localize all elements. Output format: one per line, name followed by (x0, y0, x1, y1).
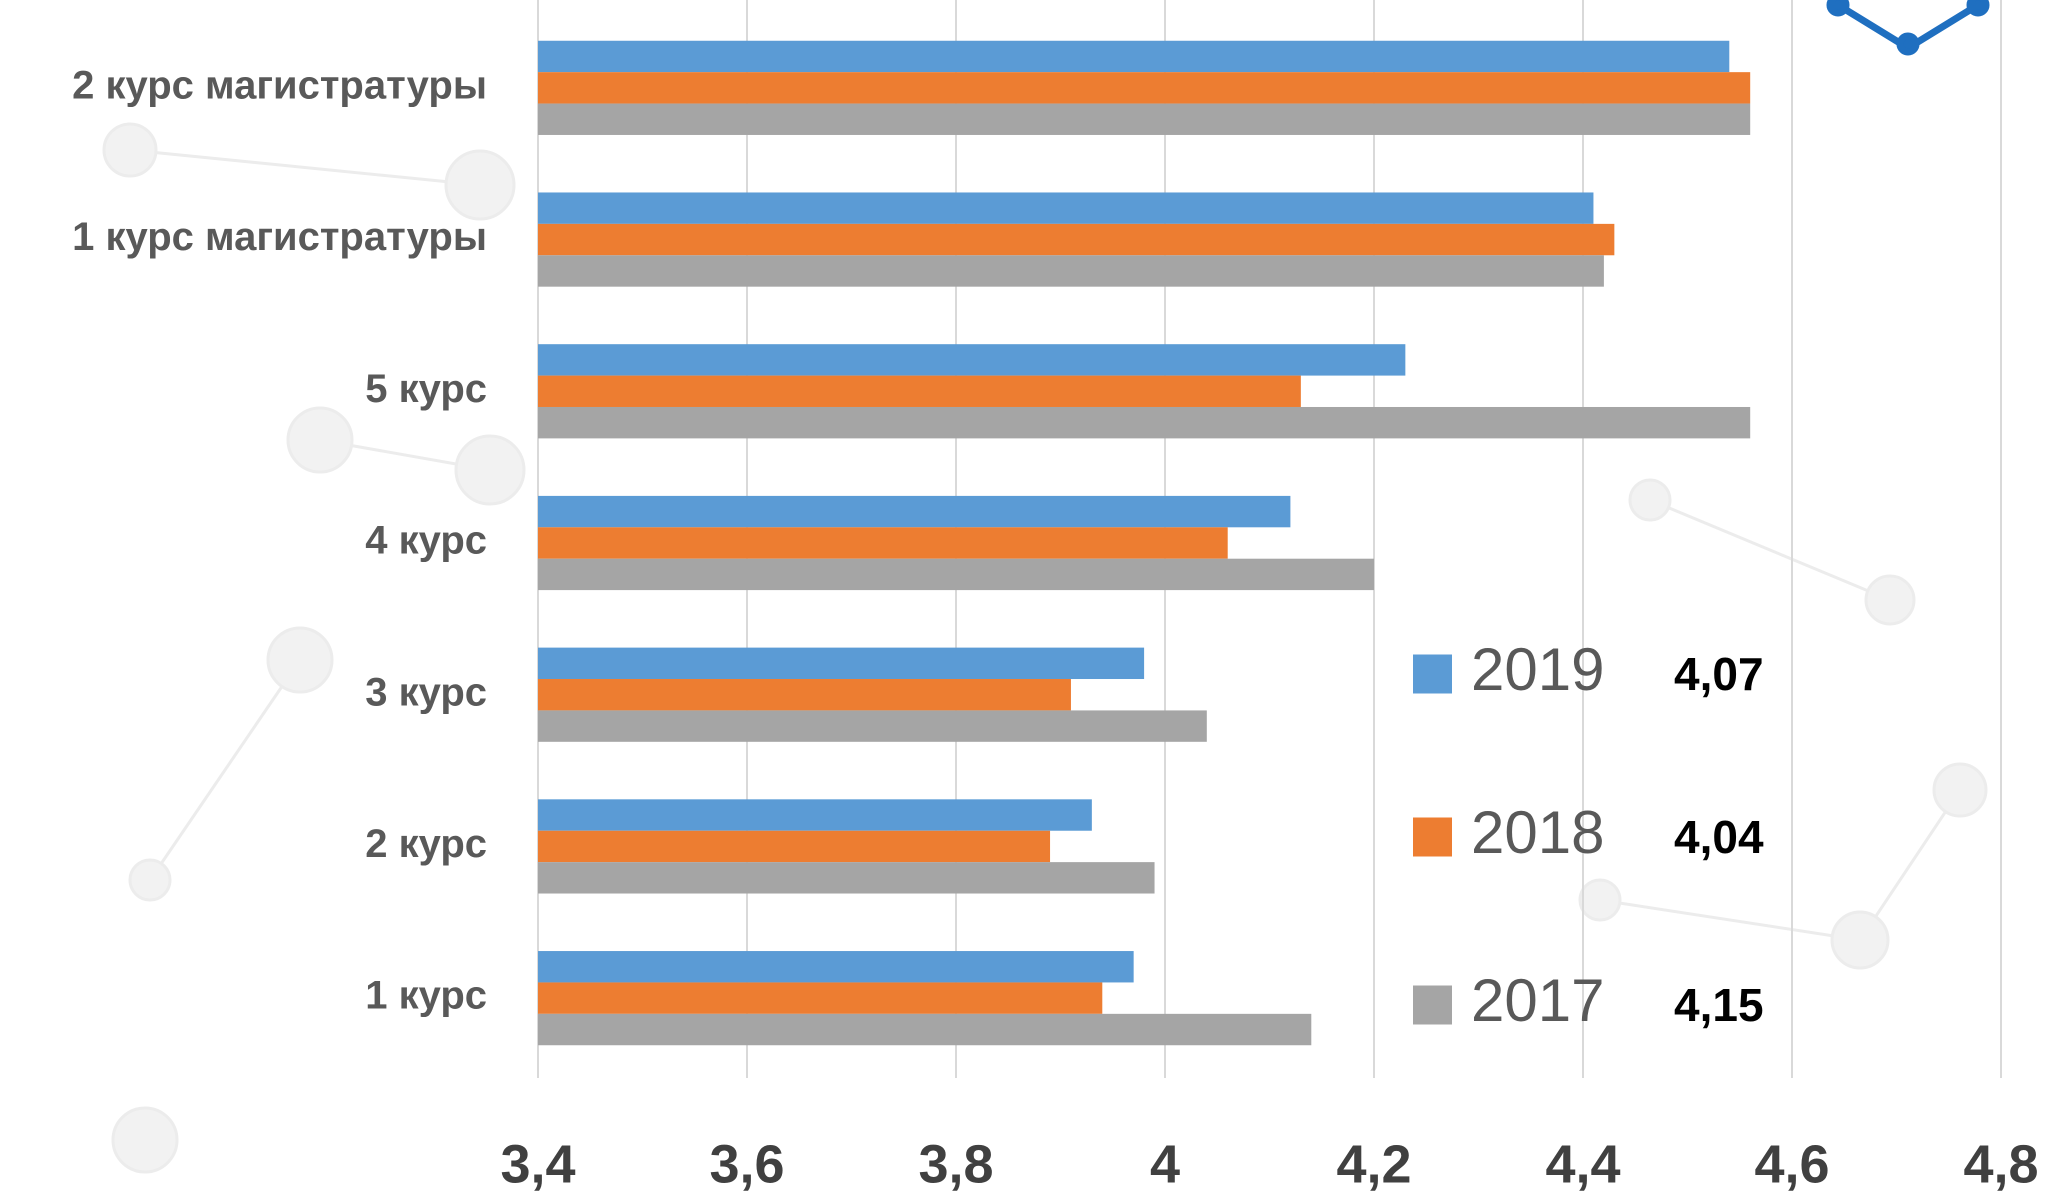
bar (538, 1014, 1311, 1045)
category-label: 1 курс (365, 974, 487, 1018)
bar (538, 799, 1092, 830)
x-tick-label: 4 (1150, 1134, 1180, 1194)
bar (538, 72, 1750, 103)
bar (538, 559, 1374, 590)
bar (538, 344, 1405, 375)
legend-summary: 4,04 (1674, 811, 1764, 863)
legend-label: 2017 (1471, 967, 1604, 1034)
x-tick-label: 4,4 (1545, 1134, 1620, 1194)
logo (1830, 0, 1986, 52)
bar (538, 710, 1207, 741)
legend-summary: 4,15 (1674, 979, 1764, 1031)
legend-swatch (1413, 655, 1452, 694)
bar (538, 862, 1155, 893)
legend-summary: 4,07 (1674, 648, 1764, 700)
bar (538, 224, 1614, 255)
bar (538, 407, 1750, 438)
legend-label: 2018 (1471, 799, 1604, 866)
bar (538, 496, 1290, 527)
category-label: 5 курс (365, 367, 487, 411)
bar (538, 831, 1050, 862)
legend-swatch (1413, 818, 1452, 857)
legend-swatch (1413, 986, 1452, 1025)
bar (538, 951, 1134, 982)
category-label: 3 курс (365, 670, 487, 714)
category-label: 2 курс магистратуры (72, 63, 487, 107)
chart: 3,4 3,6 3,8 4 4,2 4,4 4,6 4,8 2 курс магистратур… (0, 0, 2051, 1200)
x-tick-label: 4,2 (1336, 1134, 1411, 1194)
x-tick-label: 3,4 (500, 1134, 575, 1194)
category-label: 2 курс (365, 822, 487, 866)
bar (538, 982, 1102, 1013)
x-tick-label: 4,8 (1963, 1134, 2038, 1194)
x-tick-label: 3,6 (709, 1134, 784, 1194)
bar (538, 41, 1729, 72)
bar (538, 104, 1750, 135)
bar (538, 255, 1604, 286)
category-label: 1 курс магистратуры (72, 215, 487, 259)
bar (538, 527, 1228, 558)
category-label: 4 курс (365, 519, 487, 563)
bar (538, 679, 1071, 710)
bar (538, 192, 1593, 223)
legend-label: 2019 (1471, 636, 1604, 703)
x-tick-label: 3,8 (918, 1134, 993, 1194)
bar (538, 376, 1301, 407)
bar (538, 648, 1144, 679)
x-tick-label: 4,6 (1754, 1134, 1829, 1194)
